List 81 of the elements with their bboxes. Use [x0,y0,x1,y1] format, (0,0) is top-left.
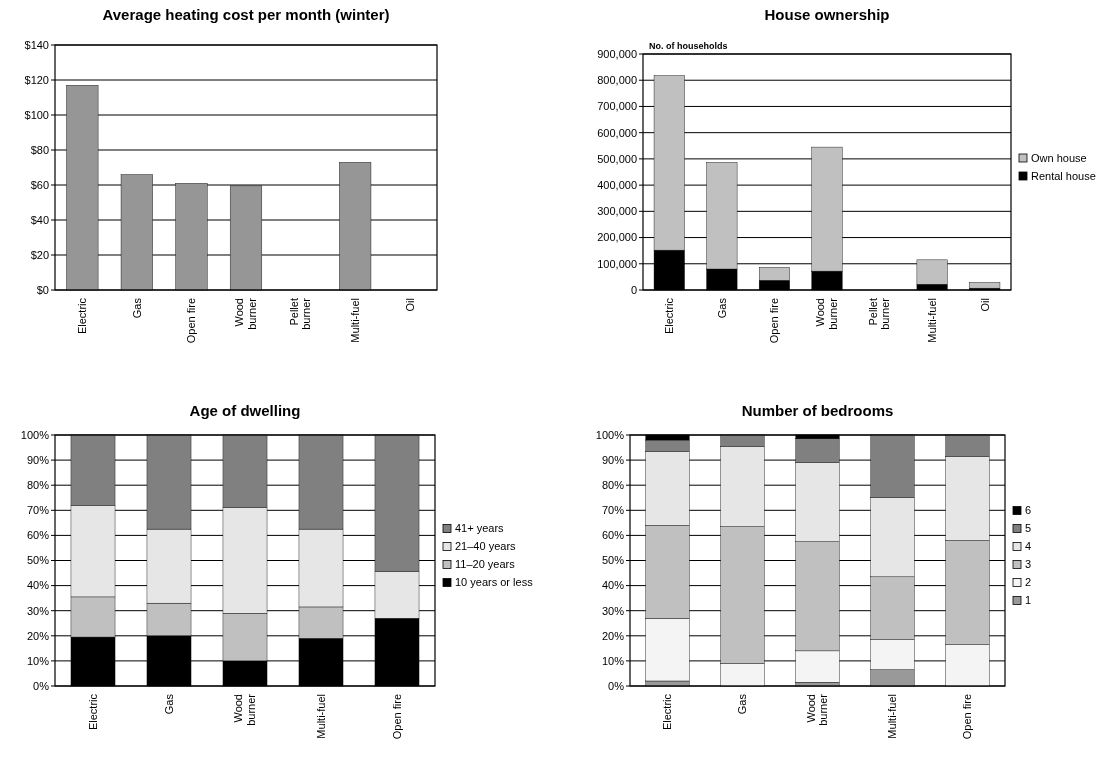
y-tick-label: $0 [36,283,49,296]
x-tick-label: Wood burner [233,297,258,330]
y-tick-label: 90% [601,453,625,466]
y-tick-label: 400,000 [597,178,637,191]
x-tick-label: Multi-fuel [925,298,938,343]
x-tick-label: Multi-fuel [348,298,361,343]
x-tick-label: Gas [736,693,749,715]
y-tick-label: 70% [601,504,625,517]
y-tick-label: 60% [601,529,625,542]
y-tick-label: 600,000 [597,126,637,139]
y-tick-label: $100 [24,108,49,121]
y-tick-label: 80% [26,479,50,492]
y-tick-label: 20% [26,629,50,642]
y-tick-label: 100,000 [597,257,637,270]
legend-label: Rental house [1031,169,1096,182]
y-tick-label: 90% [26,453,50,466]
y-tick-label: 40% [601,579,625,592]
y-tick-label: $20 [30,248,49,261]
legend-label: 6 [1025,504,1032,517]
legend-label: 5 [1025,522,1032,535]
y-tick-label: 300,000 [597,205,637,218]
legend-label: 41+ years [455,522,505,535]
legend-label: 2 [1025,576,1032,589]
chart-title: Age of dwelling [189,402,301,419]
x-tick-label: Open fire [185,298,198,344]
chart-title: House ownership [764,6,890,23]
y-tick-label: 20% [601,629,625,642]
y-tick-label: 50% [601,554,625,567]
x-tick-label: Electric [663,297,676,335]
y-tick-label: 30% [26,604,50,617]
x-tick-label: Open fire [768,298,781,344]
chart-title: Number of bedrooms [741,402,894,419]
y-tick-label: 80% [601,479,625,492]
x-tick-label: Gas [162,693,175,715]
x-tick-label: Oil [978,298,991,312]
y-tick-label: $140 [24,38,49,51]
legend-label: 1 [1025,594,1032,607]
y-tick-label: $40 [30,213,49,226]
y-tick-label: 0% [33,679,50,692]
legend-label: 4 [1025,540,1032,553]
y-tick-label: 60% [26,529,50,542]
y-tick-label: 100% [20,428,50,441]
y-tick-label: $120 [24,73,49,86]
y-tick-label: $60 [30,178,49,191]
x-tick-label: Multi-fuel [886,694,899,739]
y-tick-label: 10% [601,654,625,667]
x-tick-label: Gas [130,297,143,319]
x-tick-label: Open fire [961,694,974,740]
x-tick-label: Electric [661,693,674,731]
legend-label: 21–40 years [455,540,517,553]
x-tick-label: Gas [715,297,728,319]
y-tick-label: 700,000 [597,100,637,113]
y-tick-label: $80 [30,143,49,156]
chart-title: Average heating cost per month (winter) [102,6,390,23]
y-tick-label: 10% [26,654,50,667]
y-tick-label: 70% [26,504,50,517]
x-tick-label: Open fire [390,694,403,740]
y-tick-label: 900,000 [597,47,637,60]
y-tick-label: 40% [26,579,50,592]
y-tick-label: 100% [595,428,625,441]
y-tick-label: 200,000 [597,231,637,244]
y-tick-label: 0 [630,283,637,296]
legend-label: 3 [1025,558,1032,571]
y-axis-title: No. of households [649,41,728,51]
legend-label: 11–20 years [455,558,516,571]
x-tick-label: Oil [403,298,416,312]
y-tick-label: 50% [26,554,50,567]
y-tick-label: 800,000 [597,74,637,87]
legend-label: 10 years or less [455,576,534,589]
y-tick-label: 30% [601,604,625,617]
x-tick-label: Pellet burner [866,297,892,330]
x-tick-label: Pellet burner [287,297,313,330]
y-tick-label: 0% [608,679,625,692]
y-tick-label: 500,000 [597,152,637,165]
x-tick-label: Wood burner [232,693,257,726]
x-tick-label: Wood burner [804,693,830,726]
x-tick-label: Electric [76,297,89,335]
x-tick-label: Wood burner [814,297,839,330]
x-tick-label: Multi-fuel [314,694,327,739]
x-tick-label: Electric [86,693,99,731]
legend-label: Own house [1031,151,1087,164]
